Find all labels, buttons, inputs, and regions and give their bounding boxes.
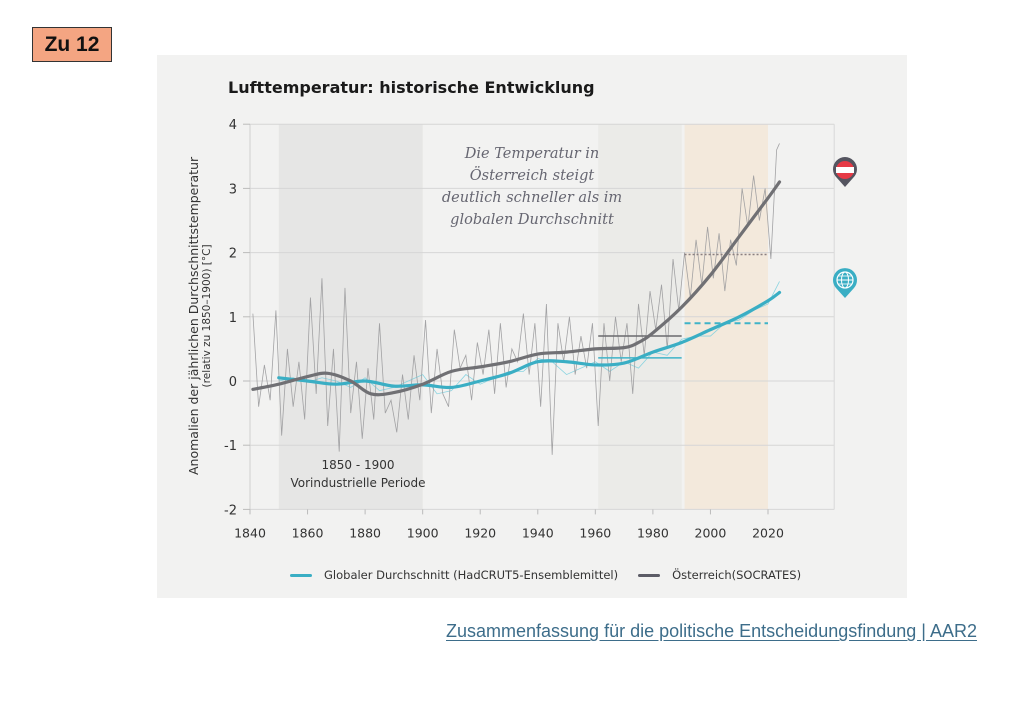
x-tick-label: 1880 [349, 525, 381, 540]
x-tick-label: 1900 [407, 525, 439, 540]
chart-annotation: Die Temperatur in Österreich steigt deut… [435, 143, 629, 231]
y-axis-label-sub: (relativ zu 1850–1900) [°C] [201, 244, 213, 388]
y-tick-label: 4 [229, 118, 237, 133]
y-tick-label: 1 [229, 311, 237, 326]
y-tick-label: 2 [229, 247, 237, 262]
x-tick-label: 1860 [292, 525, 324, 540]
x-tick-label: 2020 [752, 525, 784, 540]
y-tick-label: -2 [224, 503, 237, 518]
x-tick-label: 1980 [637, 525, 669, 540]
smoothed-series [251, 180, 782, 397]
footer-link[interactable]: Zusammenfassung für die politische Entsc… [446, 621, 977, 641]
smoothed-line-global [277, 290, 782, 390]
period-name: Vorindustrielle Periode [290, 476, 426, 490]
x-tick-label: 1960 [579, 525, 611, 540]
y-axis-label: Anomalien der jährlichen Durchschnittste… [186, 157, 214, 475]
austria-flag-stripe [836, 167, 854, 173]
y-tick-label: 3 [229, 182, 237, 197]
axes: -2 -1 0 1 2 3 4 1840 1860 1880 1900 1920 1940 1960 198… [224, 118, 784, 540]
x-tick-label: 1840 [234, 525, 266, 540]
x-tick-label: 1920 [464, 525, 496, 540]
badge-label: Zu 12 [44, 32, 100, 56]
legend-item-austria: Österreich(SOCRATES) [638, 568, 801, 582]
series-markers [833, 157, 858, 298]
annotation-line: Die Temperatur in [464, 146, 600, 162]
chart-legend: Globaler Durchschnitt (HadCRUT5-Ensemble… [290, 568, 821, 582]
legend-label-global: Globaler Durchschnitt (HadCRUT5-Ensemble… [324, 568, 619, 582]
period-years: 1850 - 1900 [321, 458, 395, 472]
annual-line-austria [252, 143, 780, 455]
y-tick-label: -1 [224, 439, 237, 454]
x-tick-label: 1940 [522, 525, 554, 540]
x-tick-label: 2000 [695, 525, 727, 540]
annotation-line: globalen Durchschnitt [450, 212, 614, 228]
legend-label-austria: Österreich(SOCRATES) [672, 568, 802, 582]
section-badge: Zu 12 [32, 27, 112, 62]
annotation-line: deutlich schneller als im [441, 190, 623, 206]
annotation-line: Österreich steigt [469, 168, 595, 184]
legend-item-global: Globaler Durchschnitt (HadCRUT5-Ensemble… [290, 568, 618, 582]
chart-title: Lufttemperatur: historische Entwicklung [228, 78, 595, 97]
y-axis-label-main: Anomalien der jährlichen Durchschnittste… [186, 156, 201, 475]
legend-swatch-global [290, 573, 312, 577]
legend-swatch-austria [638, 573, 661, 577]
smoothed-line-austria [251, 180, 782, 397]
y-tick-label: 0 [229, 375, 237, 390]
preindustrial-period-label: 1850 - 1900 Vorindustrielle Periode [283, 456, 433, 492]
